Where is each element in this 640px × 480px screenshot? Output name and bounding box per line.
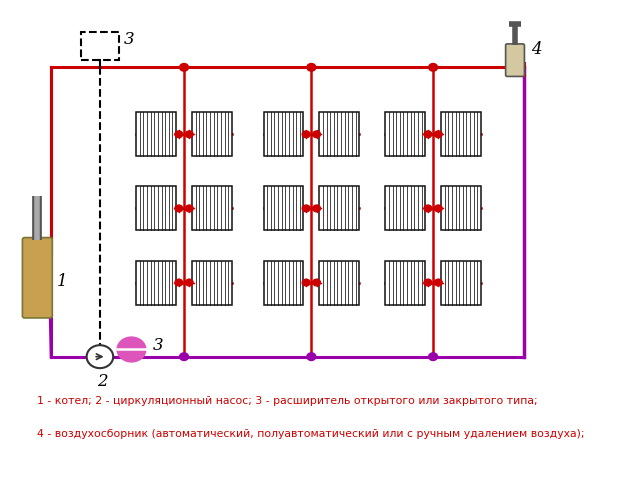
Circle shape <box>180 353 188 361</box>
Bar <box>192 187 232 231</box>
Circle shape <box>313 280 321 286</box>
Circle shape <box>424 132 432 138</box>
Text: 3: 3 <box>124 31 135 48</box>
Text: 3: 3 <box>152 337 163 354</box>
Circle shape <box>86 346 113 368</box>
Bar <box>385 187 425 231</box>
Bar <box>441 187 481 231</box>
Bar <box>264 261 303 305</box>
Circle shape <box>302 280 310 286</box>
FancyBboxPatch shape <box>506 45 524 77</box>
Text: 4 - воздухосборник (автоматический, полуавтоматический или с ручным удалением во: 4 - воздухосборник (автоматический, полу… <box>37 429 585 439</box>
FancyBboxPatch shape <box>22 238 52 318</box>
Text: 4: 4 <box>531 41 541 58</box>
Bar <box>136 261 176 305</box>
Circle shape <box>180 64 188 72</box>
Circle shape <box>424 205 432 212</box>
Bar <box>264 187 303 231</box>
Bar <box>136 187 176 231</box>
Circle shape <box>175 280 182 286</box>
Circle shape <box>307 64 316 72</box>
Circle shape <box>117 337 146 362</box>
Circle shape <box>175 132 182 138</box>
Bar <box>385 113 425 157</box>
Bar <box>81 33 119 60</box>
Circle shape <box>313 205 321 212</box>
Circle shape <box>313 132 321 138</box>
Circle shape <box>307 353 316 361</box>
Circle shape <box>435 205 442 212</box>
Circle shape <box>186 132 193 138</box>
Bar <box>319 113 359 157</box>
Bar <box>441 113 481 157</box>
Bar <box>192 261 232 305</box>
Bar <box>136 113 176 157</box>
Circle shape <box>186 205 193 212</box>
Bar <box>441 261 481 305</box>
Circle shape <box>302 205 310 212</box>
Bar <box>192 113 232 157</box>
Bar <box>385 261 425 305</box>
Circle shape <box>424 280 432 286</box>
Text: 1: 1 <box>57 273 67 290</box>
Bar <box>264 113 303 157</box>
Bar <box>319 187 359 231</box>
Circle shape <box>435 132 442 138</box>
Text: 1 - котел; 2 - циркуляционный насос; 3 - расширитель открытого или закрытого тип: 1 - котел; 2 - циркуляционный насос; 3 -… <box>37 395 538 405</box>
Circle shape <box>302 132 310 138</box>
Bar <box>319 261 359 305</box>
Circle shape <box>429 64 438 72</box>
Text: 2: 2 <box>97 372 108 389</box>
Circle shape <box>175 205 182 212</box>
Circle shape <box>429 353 438 361</box>
Circle shape <box>186 280 193 286</box>
Circle shape <box>435 280 442 286</box>
